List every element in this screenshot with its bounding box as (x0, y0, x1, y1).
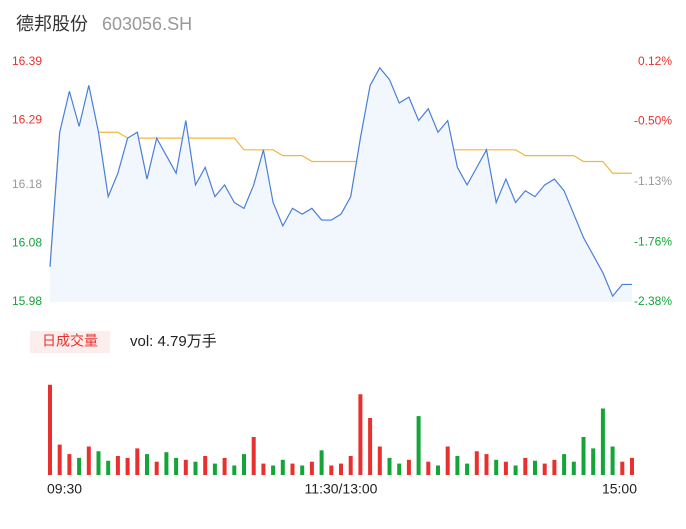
y2-tick-label: -2.38% (634, 294, 672, 308)
price-line (49, 66, 632, 298)
volume-bar (106, 460, 111, 475)
volume-total: vol: 4.79万手 (130, 333, 217, 350)
x-tick-label: 11:30/13:00 (305, 481, 378, 497)
volume-bar (183, 459, 188, 475)
volume-bar (571, 461, 576, 475)
volume-bar (115, 456, 120, 475)
stock-code: 603056.SH (102, 14, 192, 34)
volume-bar (445, 446, 450, 475)
volume-bar (426, 461, 431, 475)
volume-bar (154, 461, 159, 475)
volume-bar (397, 463, 402, 475)
volume-bar (300, 465, 305, 475)
volume-bar (174, 457, 179, 475)
volume-bar (610, 446, 615, 475)
y-tick-label: 16.08 (12, 236, 42, 250)
volume-bar (77, 457, 82, 475)
volume-bar (242, 454, 246, 475)
volume-bar (164, 452, 169, 475)
y2-tick-label: -1.76% (634, 235, 672, 249)
volume-bar (339, 463, 343, 475)
volume-bar (630, 457, 634, 475)
volume-bar (329, 465, 334, 475)
volume-bar (145, 454, 149, 475)
y-tick-label: 15.98 (12, 294, 42, 308)
volume-bar (348, 456, 353, 475)
volume-bar (600, 408, 605, 475)
y2-tick-label: -0.50% (634, 114, 672, 128)
volume-bar (465, 463, 470, 475)
volume-bar (67, 454, 72, 475)
price-area (50, 67, 632, 302)
volume-bar (503, 461, 508, 475)
volume-bar (552, 459, 557, 475)
volume-title: 日成交量 (42, 333, 98, 349)
volume-bar (581, 437, 586, 475)
volume-bar (193, 461, 198, 475)
volume-bar (523, 457, 528, 475)
volume-bar (377, 446, 382, 475)
volume-bar (484, 454, 489, 475)
volume-bar (533, 460, 537, 475)
volume-bar (387, 457, 392, 475)
volume-bar (96, 451, 101, 475)
volume-bar (125, 457, 130, 475)
volume-bar (368, 418, 373, 475)
y-tick-label: 16.18 (12, 177, 42, 191)
volume-bar (542, 463, 547, 475)
volume-bar (309, 461, 314, 475)
average-line (49, 131, 632, 267)
volume-bar (232, 465, 237, 475)
volume-bar (494, 459, 499, 475)
volume-bar (222, 457, 227, 475)
volume-bar (271, 465, 276, 475)
volume-bar (513, 465, 518, 475)
volume-bar (57, 444, 62, 475)
volume-bar (436, 465, 440, 475)
volume-bar (620, 461, 625, 475)
volume-bar (474, 451, 479, 475)
volume-bar (319, 450, 324, 475)
y2-tick-label: -1.13% (634, 174, 672, 188)
y-tick-label: 16.39 (12, 54, 42, 68)
volume-bar (416, 416, 421, 475)
volume-bar (261, 463, 266, 475)
y-tick-label: 16.29 (12, 113, 42, 127)
volume-bar (290, 463, 295, 475)
volume-bar (455, 456, 460, 475)
y2-tick-label: 0.12% (638, 54, 672, 68)
x-tick-label: 15:00 (602, 481, 637, 497)
volume-bar (86, 446, 91, 475)
volume-bar (358, 394, 363, 475)
volume-bar (135, 448, 140, 475)
volume-bar (251, 437, 256, 475)
volume-bar (203, 456, 208, 475)
volume-bar (280, 459, 285, 475)
volume-bar (48, 384, 52, 475)
volume-badge (30, 331, 110, 353)
volume-bar (212, 463, 217, 475)
volume-bar (406, 459, 411, 475)
x-tick-label: 09:30 (47, 481, 82, 497)
stock-name: 德邦股份 (16, 14, 88, 34)
volume-bar (591, 448, 596, 475)
volume-bar (562, 454, 567, 475)
